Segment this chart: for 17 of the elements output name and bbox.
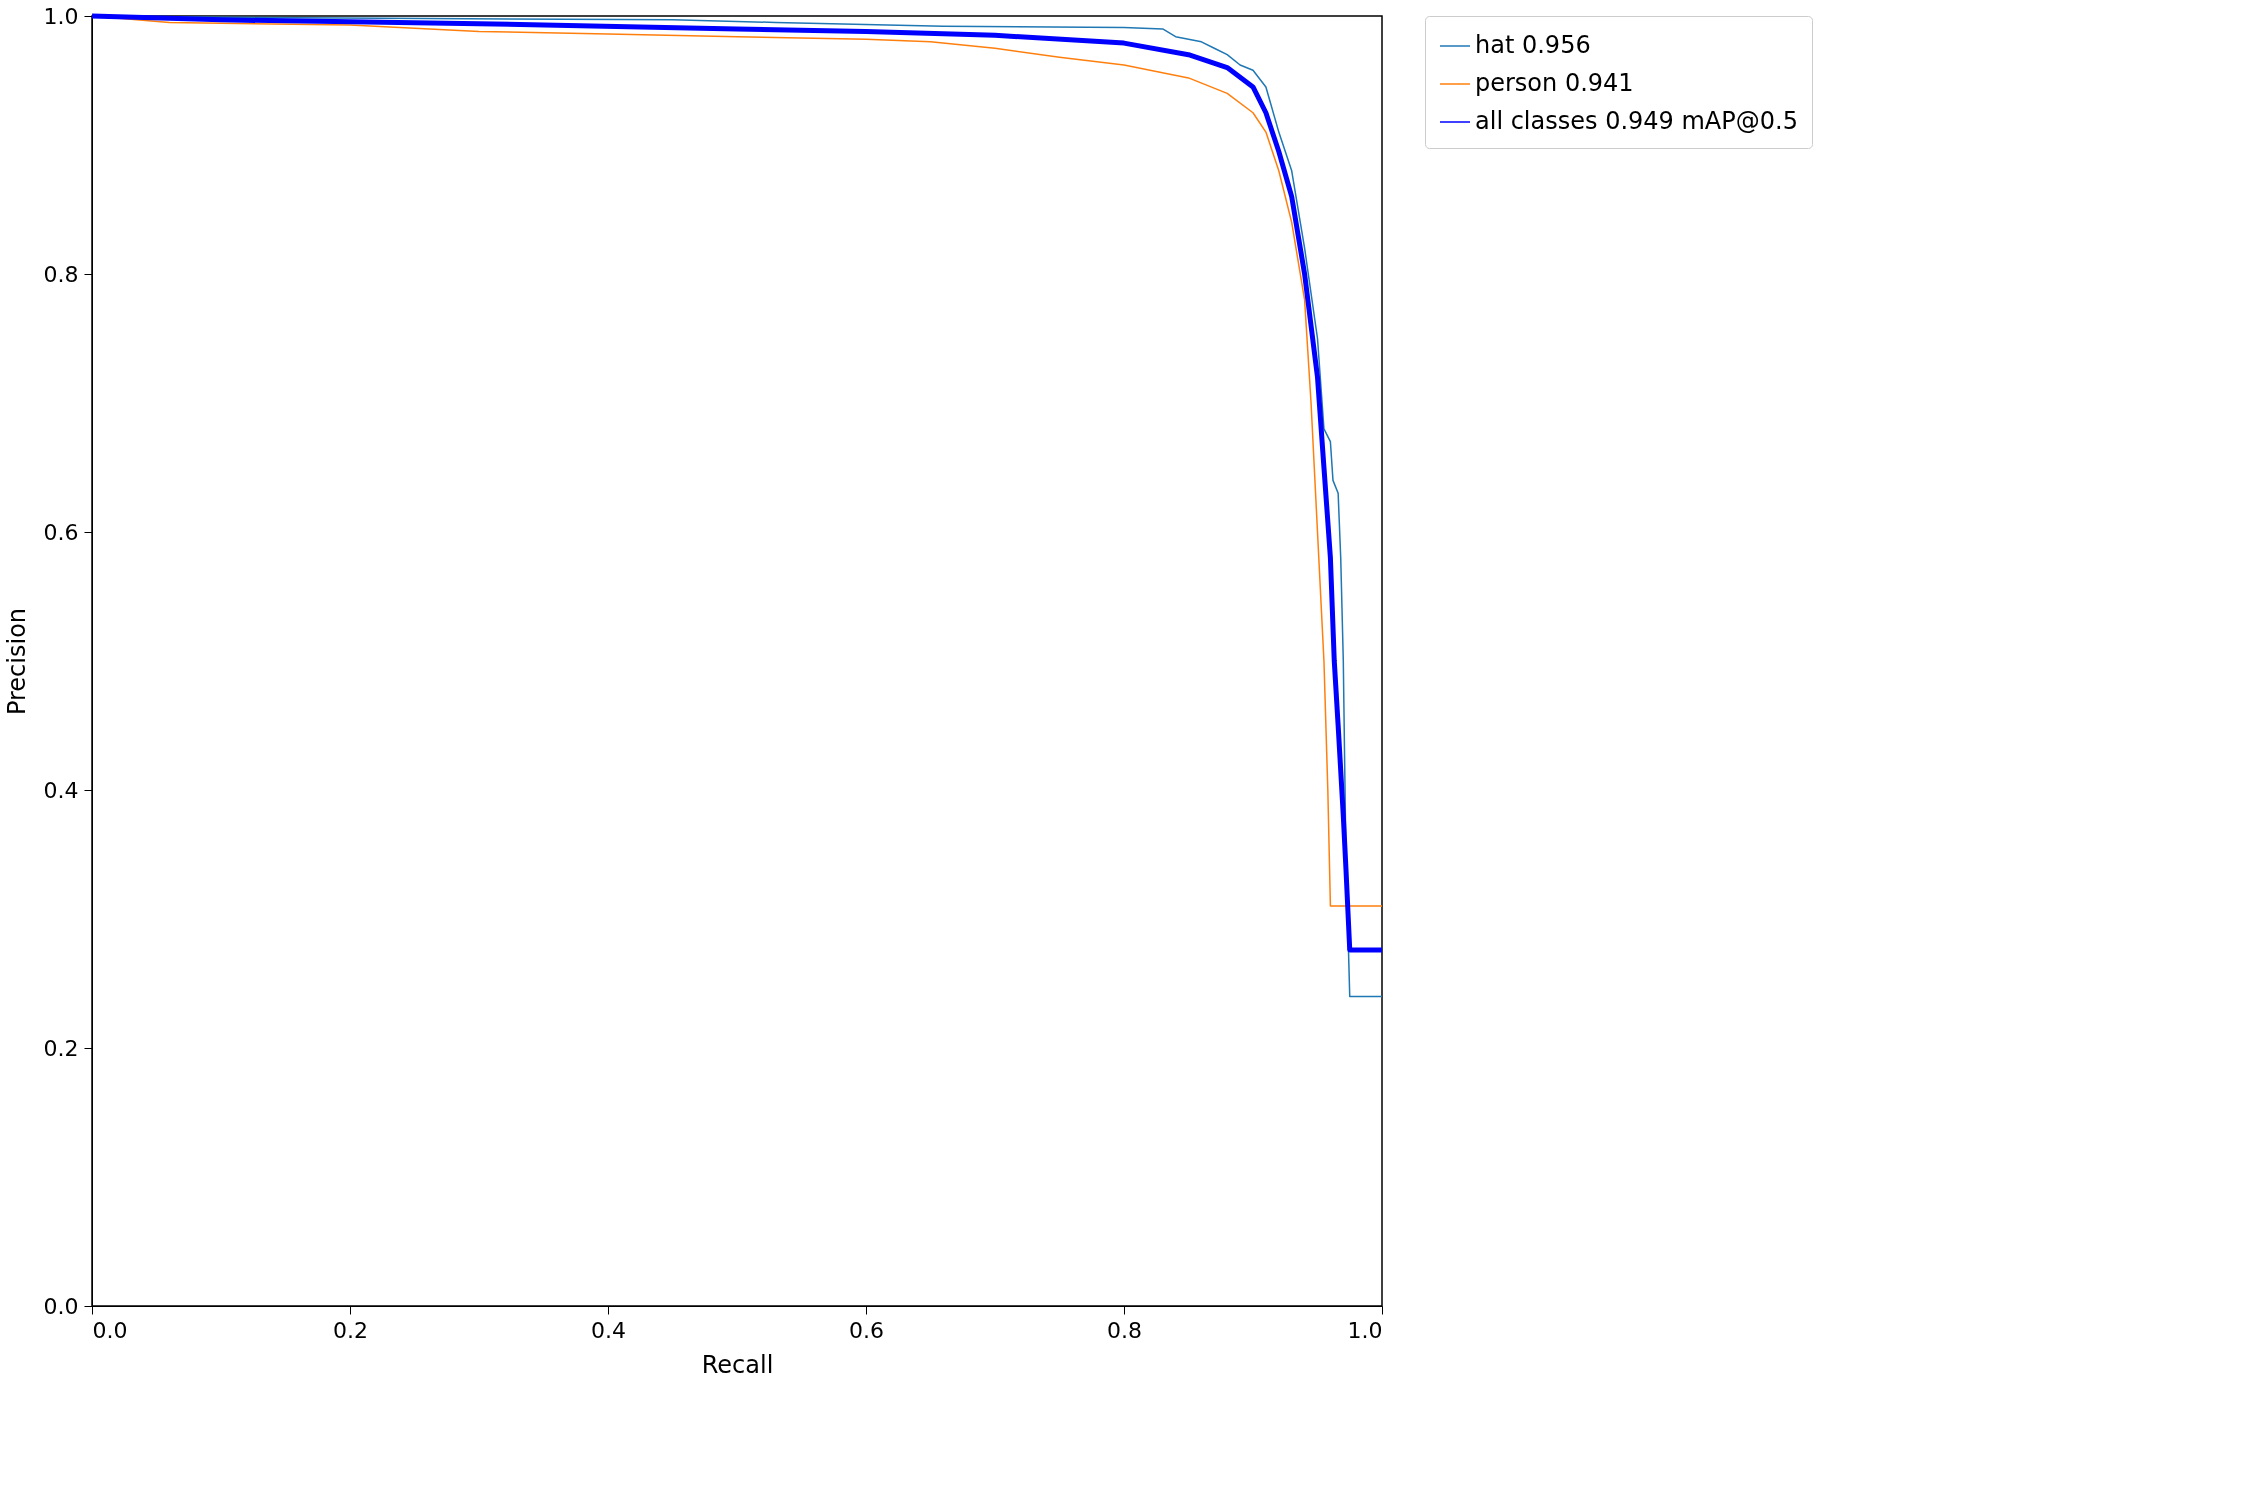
x-tick-label: 0.0 bbox=[92, 1317, 128, 1343]
legend-label: all classes 0.949 mAP@0.5 bbox=[1475, 107, 1798, 135]
y-tick-label: 0.2 bbox=[43, 1035, 79, 1061]
legend-label: hat 0.956 bbox=[1475, 31, 1591, 59]
x-tick-label: 0.8 bbox=[1107, 1317, 1142, 1343]
x-axis-title: Recall bbox=[701, 1350, 774, 1379]
x-tick-label: 0.6 bbox=[849, 1317, 884, 1343]
x-tick-label: 0.2 bbox=[333, 1317, 368, 1343]
legend-label: person 0.941 bbox=[1475, 69, 1634, 97]
y-tick-label: 1.0 bbox=[43, 3, 79, 29]
x-tick-label: 1.0 bbox=[1347, 1317, 1383, 1343]
y-tick-label: 0.8 bbox=[43, 261, 79, 287]
x-tick-label: 0.4 bbox=[591, 1317, 626, 1343]
y-axis-title: Precision bbox=[2, 607, 31, 716]
y-tick-label: 0.0 bbox=[43, 1293, 79, 1319]
y-tick-label: 0.4 bbox=[43, 777, 79, 803]
y-tick-label: 0.6 bbox=[43, 519, 79, 545]
